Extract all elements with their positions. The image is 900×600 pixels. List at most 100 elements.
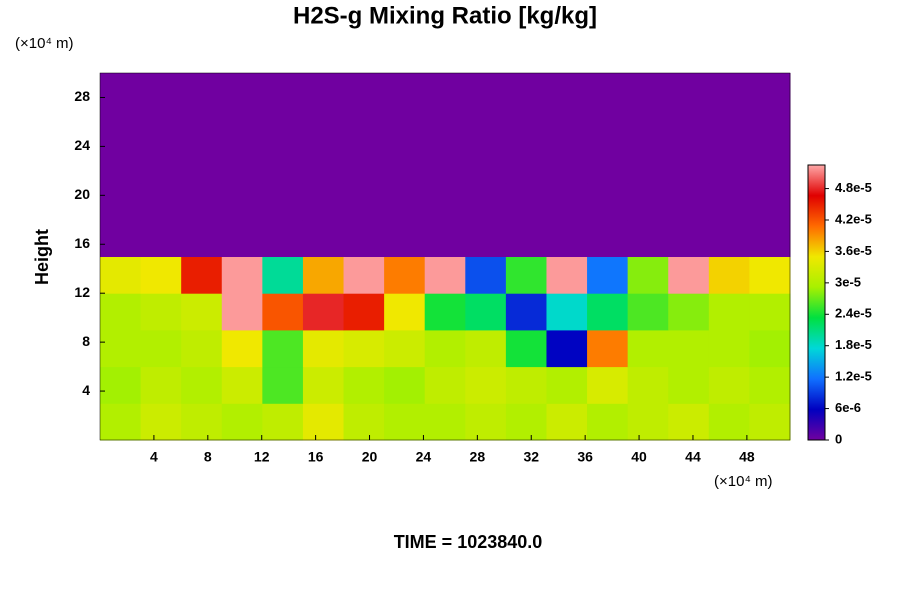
heat-cell bbox=[627, 366, 669, 404]
colorbar-tick-label: 3.6e-5 bbox=[835, 243, 872, 258]
heat-cell bbox=[749, 256, 791, 294]
heat-cell bbox=[302, 183, 345, 221]
heat-cell bbox=[221, 256, 263, 294]
heat-cell bbox=[465, 73, 507, 111]
y-tick-label: 12 bbox=[74, 284, 90, 300]
heat-cell bbox=[505, 403, 547, 441]
heat-cell bbox=[708, 109, 750, 147]
heat-cell bbox=[302, 256, 345, 294]
colorbar-tick-label: 3e-5 bbox=[835, 274, 861, 289]
heat-cell bbox=[749, 403, 791, 441]
x-tick-label: 32 bbox=[523, 449, 539, 465]
x-tick-label: 12 bbox=[254, 449, 270, 465]
heat-cell bbox=[546, 403, 588, 441]
heat-cell bbox=[181, 329, 223, 368]
heat-cell bbox=[465, 256, 507, 294]
heat-cell bbox=[668, 219, 710, 257]
heat-cell bbox=[465, 403, 507, 441]
heat-cell bbox=[668, 366, 710, 404]
y-tick-label: 20 bbox=[74, 186, 90, 202]
heat-cell bbox=[221, 366, 263, 404]
heat-cell bbox=[140, 403, 182, 441]
colorbar-tick-label: 4.8e-5 bbox=[835, 180, 872, 195]
x-tick-label: 24 bbox=[416, 449, 432, 465]
heat-cell bbox=[302, 73, 345, 111]
heat-cell bbox=[708, 219, 750, 257]
heat-cell bbox=[424, 256, 466, 294]
heat-cell bbox=[343, 183, 385, 221]
heat-cell bbox=[384, 183, 426, 221]
colorbar-tick-label: 4.2e-5 bbox=[835, 211, 872, 226]
heat-cell bbox=[749, 329, 791, 368]
x-tick-label: 28 bbox=[470, 449, 486, 465]
heat-cell bbox=[708, 366, 750, 404]
heat-cell bbox=[546, 293, 588, 331]
heat-cell bbox=[424, 366, 466, 404]
heat-cell bbox=[627, 73, 669, 111]
heat-cell bbox=[262, 109, 304, 147]
plot-frame bbox=[99, 72, 791, 441]
heat-cell bbox=[343, 403, 385, 441]
colorbar bbox=[807, 164, 826, 441]
heat-cell bbox=[749, 219, 791, 257]
heat-cell bbox=[140, 293, 182, 331]
heat-cell bbox=[343, 329, 385, 368]
heat-cell bbox=[749, 146, 791, 184]
heat-cell bbox=[221, 219, 263, 257]
heat-cell bbox=[587, 219, 629, 257]
heat-cell bbox=[627, 146, 669, 184]
heat-cell bbox=[140, 183, 182, 221]
heat-cell bbox=[384, 219, 426, 257]
heat-cell bbox=[302, 146, 345, 184]
y-tick-label: 28 bbox=[74, 88, 90, 104]
heat-cell bbox=[384, 73, 426, 111]
heat-cell bbox=[262, 183, 304, 221]
heat-cell bbox=[181, 73, 223, 111]
heat-cell bbox=[100, 146, 142, 184]
heat-cell bbox=[668, 109, 710, 147]
heat-cell bbox=[505, 219, 547, 257]
heat-cell bbox=[465, 329, 507, 368]
heat-cell bbox=[465, 109, 507, 147]
heat-cell bbox=[505, 329, 547, 368]
x-unit: (×10⁴ m) bbox=[714, 473, 773, 490]
heat-cell bbox=[221, 146, 263, 184]
x-tick-label: 4 bbox=[150, 449, 158, 465]
heat-cell bbox=[708, 293, 750, 331]
heat-cell bbox=[221, 329, 263, 368]
heat-cell bbox=[343, 73, 385, 111]
heat-cell bbox=[302, 109, 345, 147]
heat-cell bbox=[384, 256, 426, 294]
heat-cell bbox=[262, 329, 304, 368]
y-tick-label: 8 bbox=[82, 333, 90, 349]
heat-cell bbox=[302, 293, 345, 331]
heat-cell bbox=[749, 109, 791, 147]
heat-cell bbox=[424, 183, 466, 221]
colorbar-tick-label: 1.8e-5 bbox=[835, 337, 872, 352]
heat-cell bbox=[424, 219, 466, 257]
x-tick-label: 44 bbox=[685, 449, 701, 465]
heat-cell bbox=[384, 109, 426, 147]
heat-cell bbox=[505, 366, 547, 404]
heat-cell bbox=[587, 256, 629, 294]
heat-cell bbox=[100, 293, 142, 331]
heat-cell bbox=[384, 366, 426, 404]
y-tick-label: 16 bbox=[74, 235, 90, 251]
heat-cell bbox=[140, 366, 182, 404]
heat-cell bbox=[424, 329, 466, 368]
heat-cell bbox=[384, 146, 426, 184]
x-tick-label: 20 bbox=[362, 449, 378, 465]
heat-cell bbox=[100, 73, 142, 111]
heat-cell bbox=[100, 366, 142, 404]
heat-cell bbox=[181, 256, 223, 294]
y-unit: (×10⁴ m) bbox=[15, 35, 74, 52]
heat-cell bbox=[546, 219, 588, 257]
heat-cell bbox=[708, 329, 750, 368]
heat-cell bbox=[302, 366, 345, 404]
y-tick-label: 4 bbox=[82, 382, 90, 398]
colorbar-tick-label: 2.4e-5 bbox=[835, 306, 872, 321]
heat-cell bbox=[587, 293, 629, 331]
heat-cell bbox=[181, 403, 223, 441]
heat-cell bbox=[262, 403, 304, 441]
heat-cell bbox=[181, 293, 223, 331]
